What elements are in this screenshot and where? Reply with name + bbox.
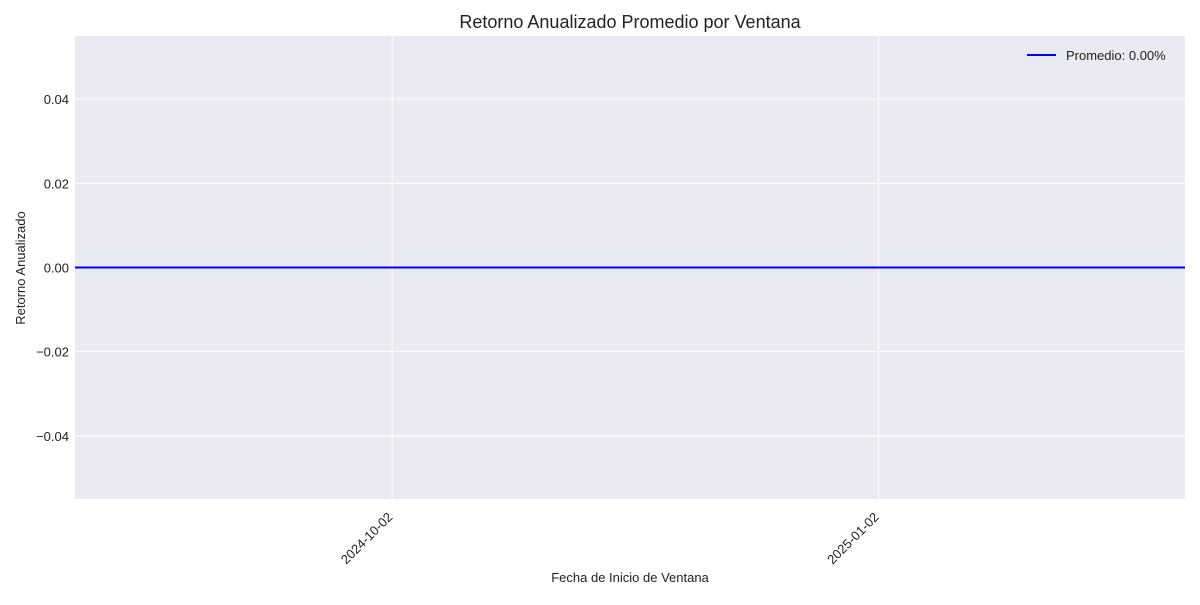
x-tick-label: 2025-01-02 — [824, 509, 882, 567]
x-axis-label: Fecha de Inicio de Ventana — [551, 570, 709, 585]
x-axis: 2024-10-02 2025-01-02 — [338, 509, 882, 567]
y-tick-label: −0.04 — [36, 429, 69, 444]
chart-title: Retorno Anualizado Promedio por Ventana — [459, 12, 801, 32]
y-tick-label: 0.04 — [44, 92, 69, 107]
legend: Promedio: 0.00% — [1027, 48, 1166, 63]
y-tick-label: 0.00 — [44, 261, 69, 276]
legend-label: Promedio: 0.00% — [1066, 48, 1166, 63]
x-tick-label: 2024-10-02 — [338, 509, 396, 567]
y-axis-label: Retorno Anualizado — [13, 211, 28, 324]
y-axis: 0.04 0.02 0.00 −0.02 −0.04 — [36, 92, 69, 444]
y-tick-label: 0.02 — [44, 176, 69, 191]
y-tick-label: −0.02 — [36, 345, 69, 360]
